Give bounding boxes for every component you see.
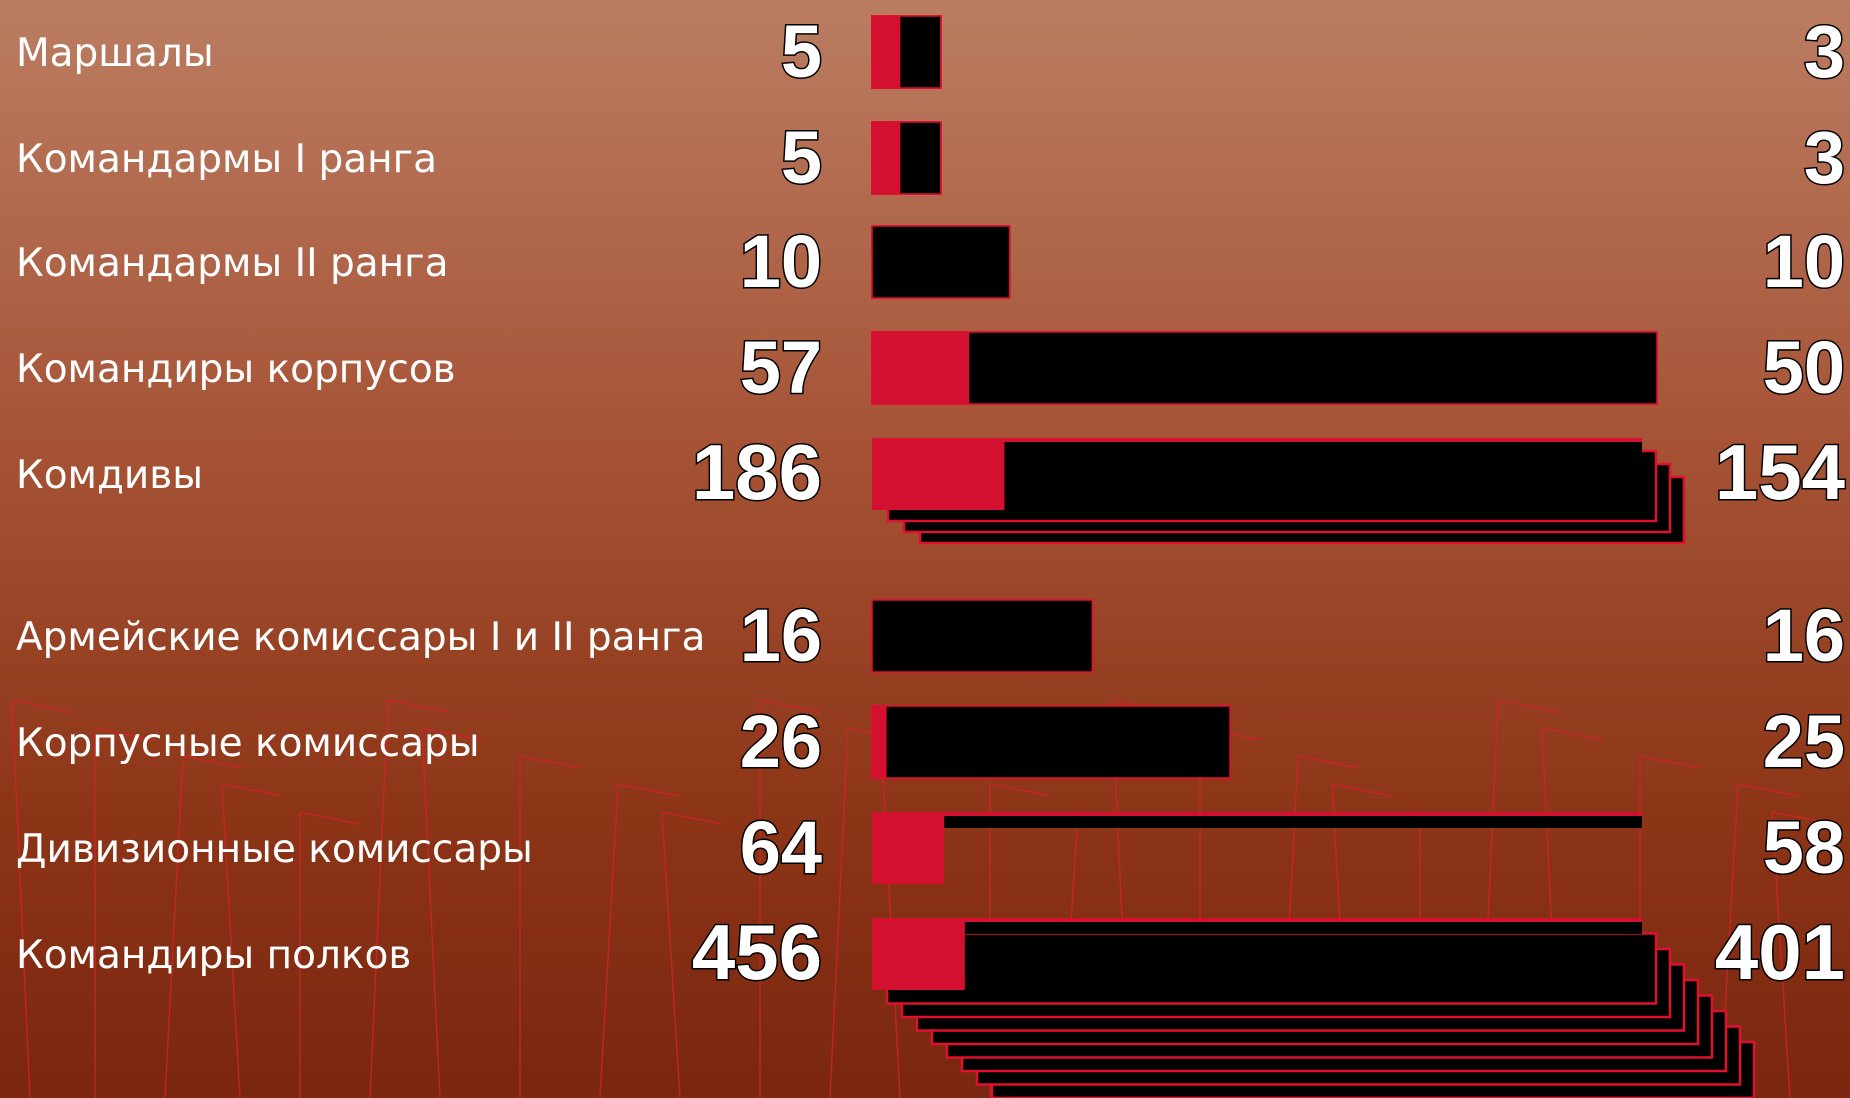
remaining-value-label: 25 xyxy=(1763,700,1845,783)
bar-overflow-layer xyxy=(885,932,1658,1005)
bar-segment-remaining xyxy=(871,225,1011,299)
category-label: Дивизионные комиссары xyxy=(16,827,533,872)
total-value-label: 16 xyxy=(740,594,822,677)
remaining-value-label: 3 xyxy=(1804,116,1845,199)
decorative-line xyxy=(11,699,73,1098)
decorative-line xyxy=(421,727,483,1098)
category-label: Корпусные комиссары xyxy=(16,721,480,766)
remaining-value-label: 16 xyxy=(1763,594,1845,677)
chart-row: Корпусные комиссары 26 25 xyxy=(16,699,1847,785)
category-label: Комдивы xyxy=(16,453,203,498)
bar-segment-repressed xyxy=(872,438,1005,510)
category-label: Армейские комиссары I и II ранга xyxy=(16,615,705,660)
decorative-line xyxy=(299,811,361,1098)
bar-segment-repressed xyxy=(872,706,886,778)
remaining-value-label: 3 xyxy=(1804,10,1845,93)
decorative-line xyxy=(759,699,821,1098)
total-value-label: 57 xyxy=(740,326,822,409)
bar-segment-repressed xyxy=(872,918,965,990)
bar-segment-remaining xyxy=(885,705,1231,779)
total-value-label: 5 xyxy=(781,116,822,199)
bar-segment-remaining xyxy=(967,331,1658,405)
decorative-line xyxy=(519,755,581,1098)
decorative-line xyxy=(94,727,156,1098)
bar-segment-remaining xyxy=(964,922,1642,934)
chart-row: Командиры корпусов 57 50 xyxy=(16,325,1847,411)
bar-segment-repressed xyxy=(872,332,969,404)
category-label: Командиры полков xyxy=(16,933,411,978)
decorative-line xyxy=(369,699,449,1098)
total-value-label: 5 xyxy=(781,10,822,93)
chart-row: Комдивы 186 154 xyxy=(16,427,1847,545)
chart-row: Маршалы 5 3 xyxy=(16,9,1847,95)
chart-row: Армейские комиссары I и II ранга 16 16 xyxy=(16,593,1847,679)
bar-segment-remaining xyxy=(898,15,942,89)
chart-row: Командармы II ранга 10 10 xyxy=(16,219,1847,305)
category-label: Командармы II ранга xyxy=(16,241,449,286)
remaining-value-label: 154 xyxy=(1715,428,1845,516)
total-value-label: 26 xyxy=(740,700,822,783)
decorative-line xyxy=(164,755,244,1098)
bar-segment-repressed xyxy=(872,122,900,194)
remaining-value-label: 50 xyxy=(1763,326,1845,409)
total-value-label: 186 xyxy=(692,428,822,516)
chart-row: Командиры полков 456 401 xyxy=(16,907,1847,1098)
bar-segment-remaining xyxy=(898,121,942,195)
chart-row: Дивизионные комиссары 64 58 xyxy=(16,805,1847,891)
total-value-label: 64 xyxy=(740,806,822,889)
remaining-value-label: 10 xyxy=(1763,220,1845,303)
total-value-label: 456 xyxy=(692,908,822,996)
decorative-line xyxy=(661,811,723,1098)
category-label: Маршалы xyxy=(16,31,214,76)
bar-segment-remaining xyxy=(871,599,1094,673)
decorative-line xyxy=(1771,811,1833,1098)
category-label: Командармы I ранга xyxy=(16,137,437,182)
chart-row: Командармы I ранга 5 3 xyxy=(16,115,1847,201)
total-value-label: 10 xyxy=(740,220,822,303)
decorative-line xyxy=(1719,783,1799,1098)
bar-segment-remaining xyxy=(1004,442,1642,454)
remaining-value-label: 58 xyxy=(1763,806,1845,889)
decorative-line xyxy=(599,783,679,1098)
decorative-line xyxy=(221,783,283,1098)
remaining-value-label: 401 xyxy=(1715,908,1845,996)
bar-segment-remaining xyxy=(944,816,1642,828)
bar-segment-repressed xyxy=(872,812,945,884)
bar-overflow-layer xyxy=(886,449,1658,523)
decorative-line xyxy=(829,727,909,1098)
bar-segment-repressed xyxy=(872,16,900,88)
category-label: Командиры корпусов xyxy=(16,347,456,392)
